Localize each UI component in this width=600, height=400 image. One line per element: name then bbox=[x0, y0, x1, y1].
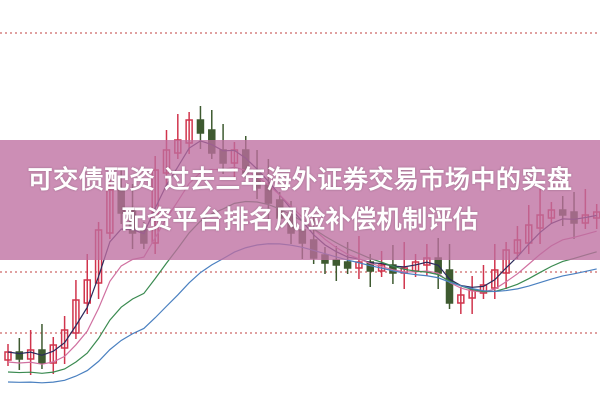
candle-body bbox=[196, 119, 205, 134]
candle-body bbox=[332, 259, 341, 266]
candle-body bbox=[83, 279, 91, 304]
headline-line-2: 配资平台排名风险补偿机制评估 bbox=[121, 205, 479, 234]
candle-body bbox=[49, 344, 58, 364]
candle-body bbox=[38, 349, 46, 364]
candle-body bbox=[457, 294, 465, 304]
candle-body bbox=[26, 349, 35, 360]
candle-body bbox=[491, 269, 499, 289]
candle-body bbox=[479, 284, 488, 294]
candle-body bbox=[355, 261, 363, 269]
headline-line-1: 可交债配资 过去三年海外证券交易市场中的实盘 bbox=[27, 165, 573, 194]
candle-body bbox=[445, 269, 454, 304]
candle-body bbox=[15, 351, 24, 360]
candle-body bbox=[343, 261, 352, 269]
candle-body bbox=[72, 299, 80, 334]
candle-body bbox=[4, 351, 12, 361]
headline-banner: 可交债配资 过去三年海外证券交易市场中的实盘 配资平台排名风险补偿机制评估 bbox=[0, 140, 600, 260]
